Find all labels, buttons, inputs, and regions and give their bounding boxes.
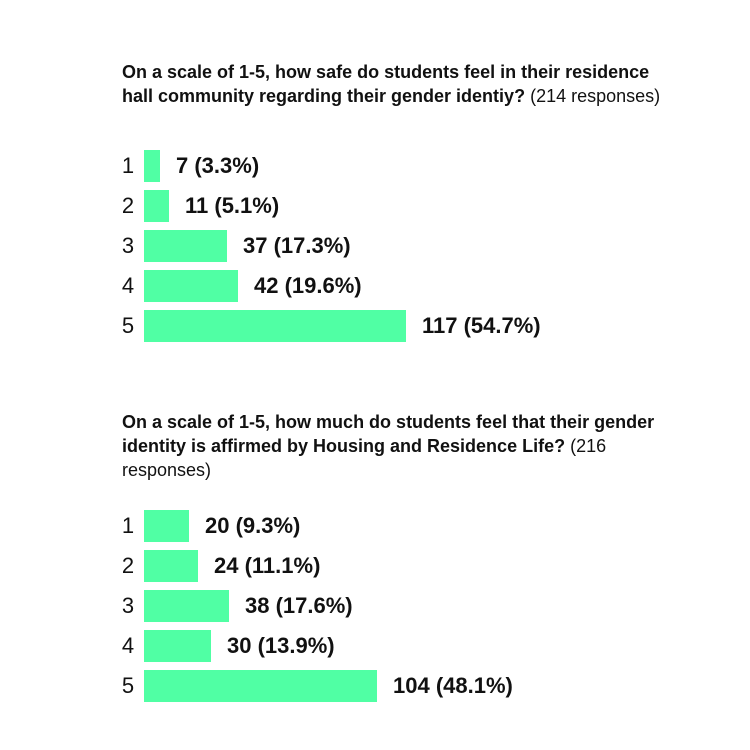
bar-row: 5 117 (54.7%) [0, 310, 750, 342]
bar [144, 630, 211, 662]
data-label: 38 (17.6%) [245, 593, 353, 618]
data-label: 20 (9.3%) [205, 513, 301, 538]
data-label: 7 (3.3%) [176, 153, 260, 178]
chart-title: On a scale of 1-5, how much do students … [122, 410, 682, 482]
chart-subtitle: (214 responses) [530, 86, 661, 106]
data-label: 30 (13.9%) [227, 633, 335, 658]
bar [144, 670, 377, 702]
category-label: 1 [121, 153, 135, 178]
bar-row: 5 104 (48.1%) [0, 670, 750, 702]
bar-row: 3 37 (17.3%) [0, 230, 750, 262]
category-label: 3 [121, 233, 135, 258]
chart-title: On a scale of 1-5, how safe do students … [122, 60, 682, 108]
category-label: 4 [121, 633, 135, 658]
bar-row: 3 38 (17.6%) [0, 590, 750, 622]
bar [144, 150, 160, 182]
category-label: 5 [121, 313, 135, 338]
bar [144, 270, 238, 302]
bar-row: 4 42 (19.6%) [0, 270, 750, 302]
data-label: 117 (54.7%) [422, 313, 541, 338]
data-label: 24 (11.1%) [214, 553, 321, 578]
bar-row: 2 11 (5.1%) [0, 190, 750, 222]
data-label: 11 (5.1%) [185, 193, 280, 218]
bar-row: 1 7 (3.3%) [0, 150, 750, 182]
data-label: 104 (48.1%) [393, 673, 513, 698]
bar [144, 510, 189, 542]
bar [144, 190, 169, 222]
bar [144, 550, 198, 582]
category-label: 3 [121, 593, 135, 618]
category-label: 5 [121, 673, 135, 698]
chart-subtitle: (216 responses) [122, 436, 607, 480]
bar-row: 1 20 (9.3%) [0, 510, 750, 542]
bar [144, 310, 406, 342]
category-label: 1 [121, 513, 135, 538]
bar [144, 590, 229, 622]
data-label: 37 (17.3%) [243, 233, 351, 258]
bar-row: 4 30 (13.9%) [0, 630, 750, 662]
bar [144, 230, 227, 262]
data-label: 42 (19.6%) [254, 273, 362, 298]
chart-title-text: On a scale of 1-5, how much do students … [122, 412, 655, 456]
category-label: 2 [121, 553, 135, 578]
bar-row: 2 24 (11.1%) [0, 550, 750, 582]
category-label: 4 [121, 273, 135, 298]
category-label: 2 [121, 193, 135, 218]
chart-title-text: On a scale of 1-5, how safe do students … [122, 62, 650, 106]
